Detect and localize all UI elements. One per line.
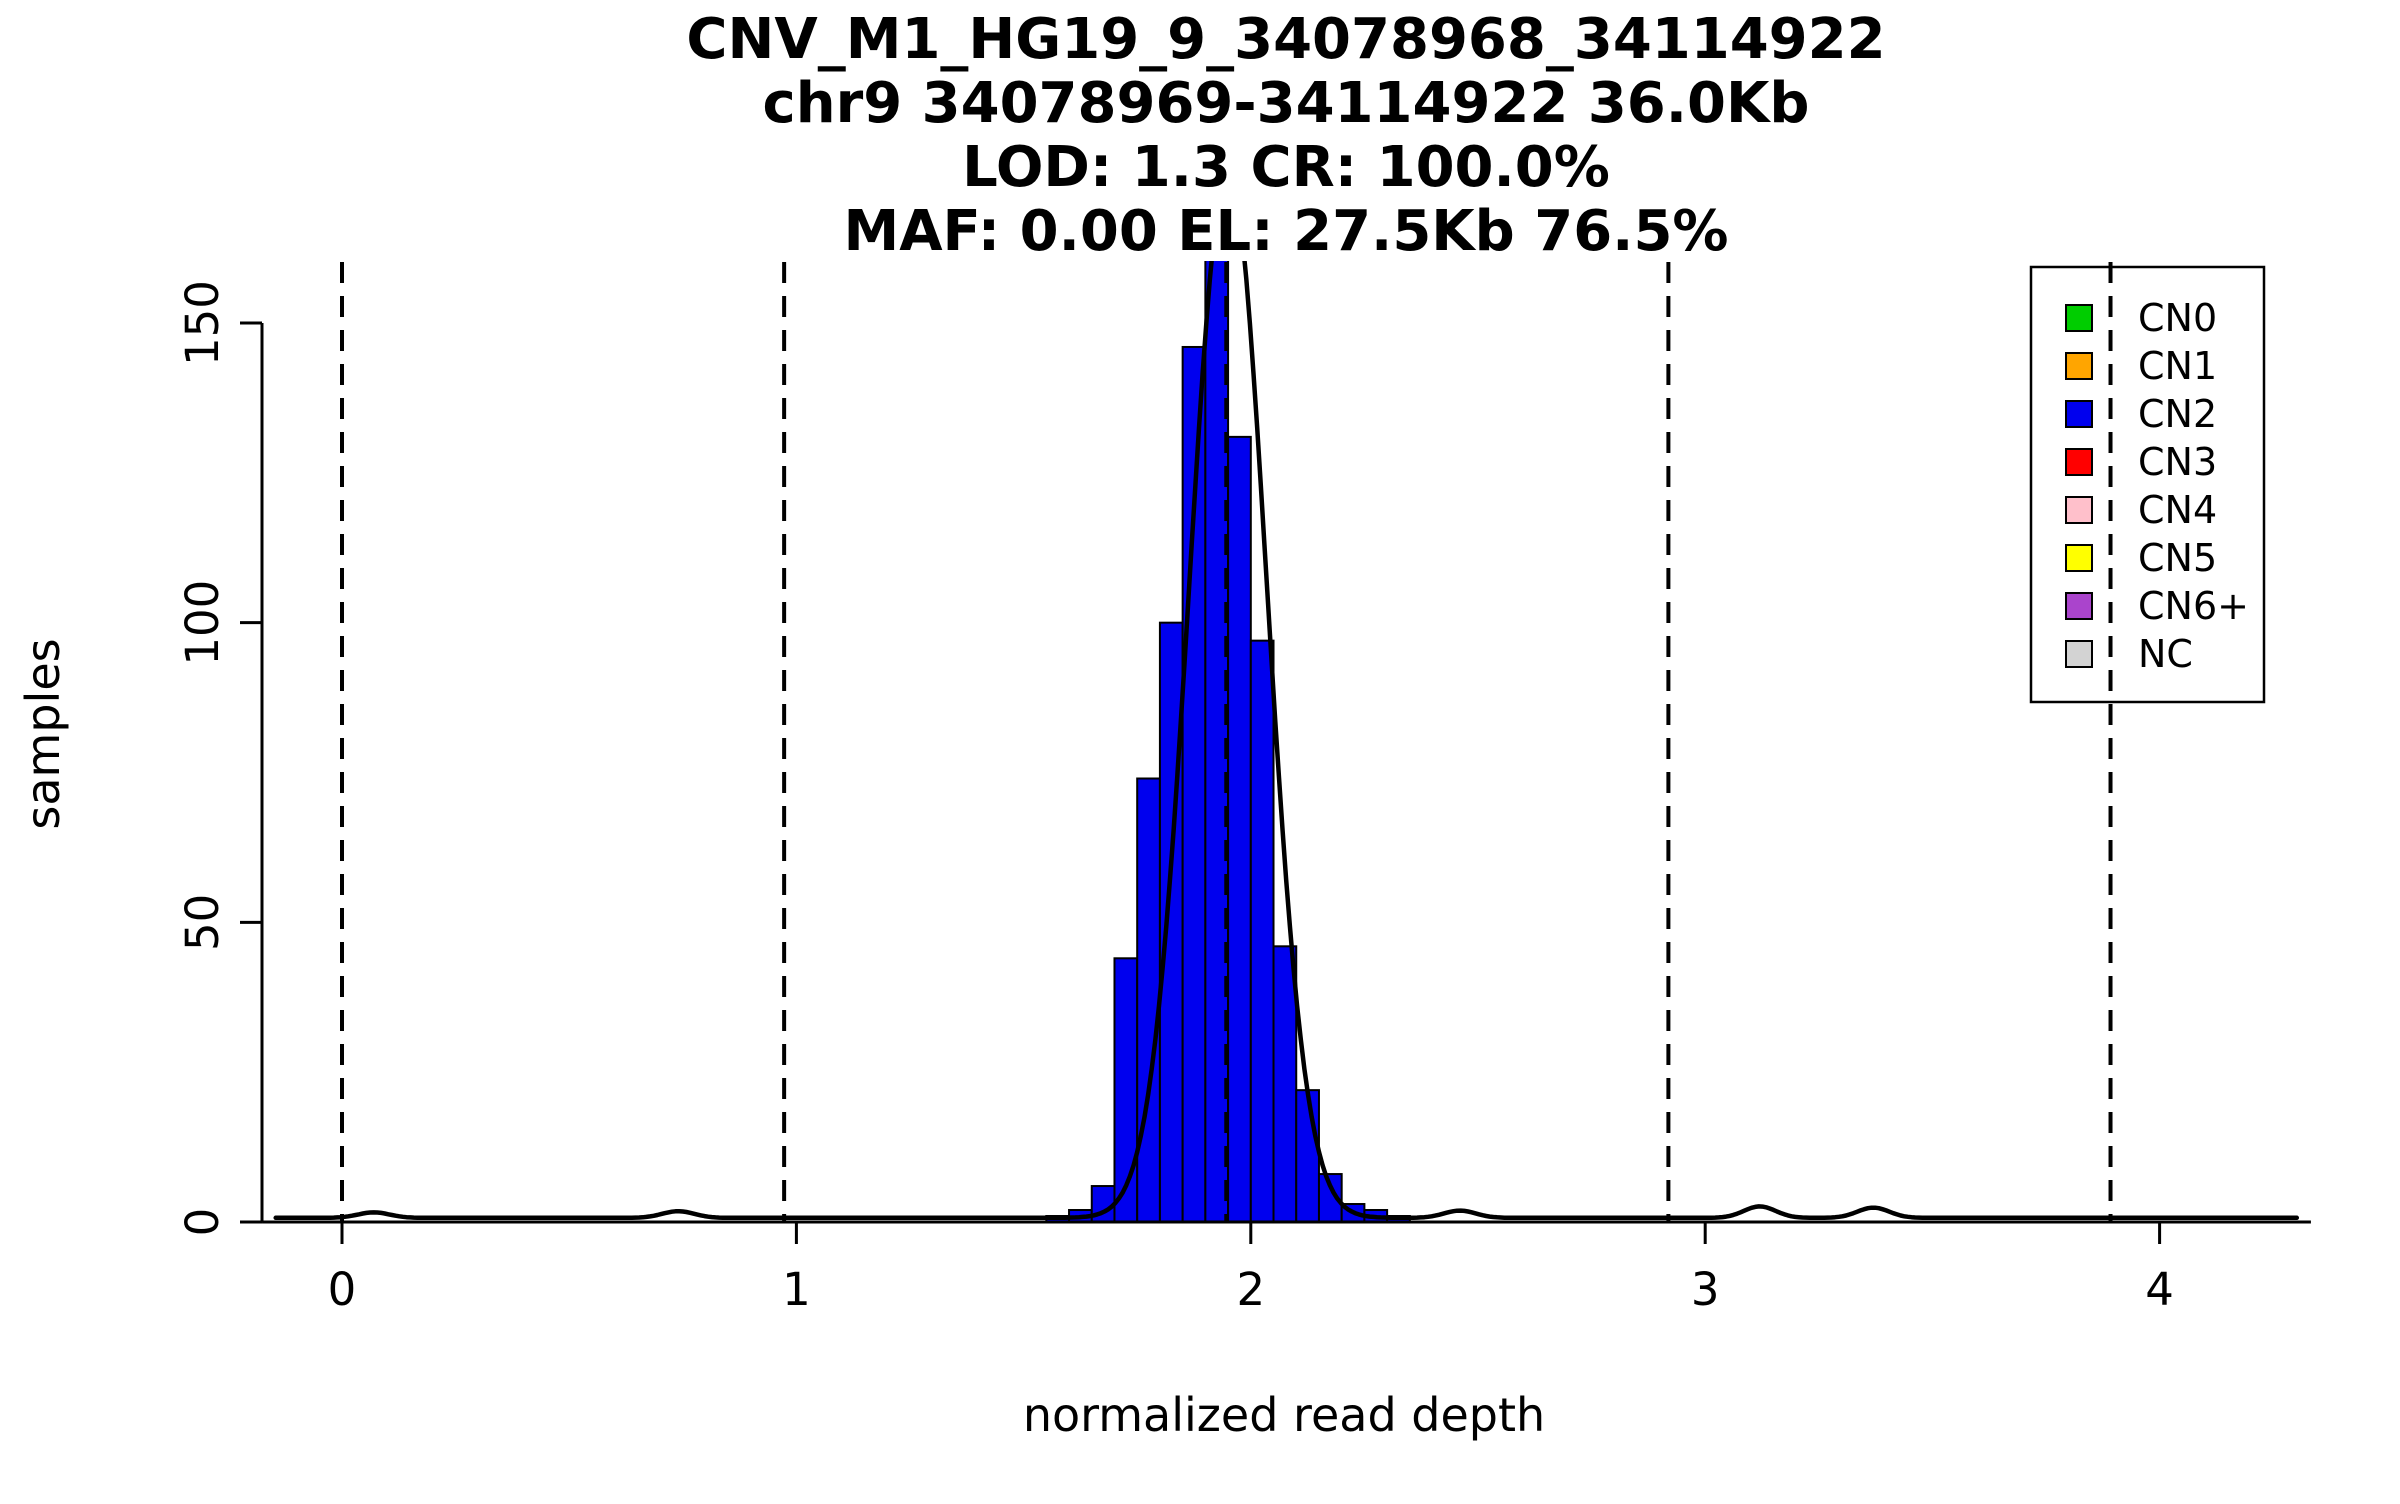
y-tick-label: 100 xyxy=(176,580,229,666)
chart-title-line-3: LOD: 1.3 CR: 100.0% xyxy=(962,135,1610,200)
x-tick-label: 3 xyxy=(1691,1263,1720,1316)
legend-label-CN4: CN4 xyxy=(2138,488,2217,532)
y-tick-label: 0 xyxy=(176,1208,229,1237)
legend-label-CN5: CN5 xyxy=(2138,536,2217,580)
legend-box xyxy=(2029,265,2266,704)
histogram-bar xyxy=(1272,945,1298,1223)
histogram-bar xyxy=(1249,639,1275,1223)
histogram-bar xyxy=(1204,261,1230,1223)
x-tick-label: 0 xyxy=(328,1263,357,1316)
chart-title-line-1: CNV_M1_HG19_9_34078968_34114922 xyxy=(686,7,1885,72)
legend-swatch-CN3 xyxy=(2065,448,2093,476)
y-tick-label: 150 xyxy=(176,280,229,366)
histogram-bar xyxy=(1227,435,1252,1223)
legend-swatch-CN5 xyxy=(2065,544,2093,572)
legend-swatch-CN2 xyxy=(2065,400,2093,428)
density-curve-path xyxy=(273,261,2300,1221)
histogram-bar xyxy=(1136,777,1161,1223)
legend-label-CN2: CN2 xyxy=(2138,392,2217,436)
histogram-bar xyxy=(1295,1089,1320,1223)
legend-label-CN1: CN1 xyxy=(2138,344,2217,388)
copy-number-dashed-lines xyxy=(340,262,2113,1222)
y-tick-label: 50 xyxy=(176,894,229,951)
legend-label-NC: NC xyxy=(2138,632,2193,676)
legend-label-CN3: CN3 xyxy=(2138,440,2217,484)
histogram-bars xyxy=(1045,261,1411,1223)
legend-swatch-CN0 xyxy=(2065,304,2093,332)
y-axis-label: samples xyxy=(16,638,70,829)
legend-swatch-CN6+ xyxy=(2065,592,2093,620)
x-axis-label: normalized read depth xyxy=(1023,1388,1545,1442)
x-tick-label: 2 xyxy=(1236,1263,1265,1316)
legend-label-CN6+: CN6+ xyxy=(2138,584,2249,628)
chart-title-line-4: MAF: 0.00 EL: 27.5Kb 76.5% xyxy=(843,199,1728,264)
x-tick-label: 1 xyxy=(782,1263,811,1316)
x-tick-label: 4 xyxy=(2145,1263,2174,1316)
legend-swatch-CN1 xyxy=(2065,352,2093,380)
density-curve xyxy=(273,261,2300,1221)
legend-swatch-CN4 xyxy=(2065,496,2093,524)
axes: 0 1 2 3 4 0 50 100 150 xyxy=(176,280,2311,1316)
chart-title-line-2: chr9 34078969-34114922 36.0Kb xyxy=(763,71,1810,136)
legend-label-CN0: CN0 xyxy=(2138,296,2217,340)
legend-swatch-NC xyxy=(2065,640,2093,668)
